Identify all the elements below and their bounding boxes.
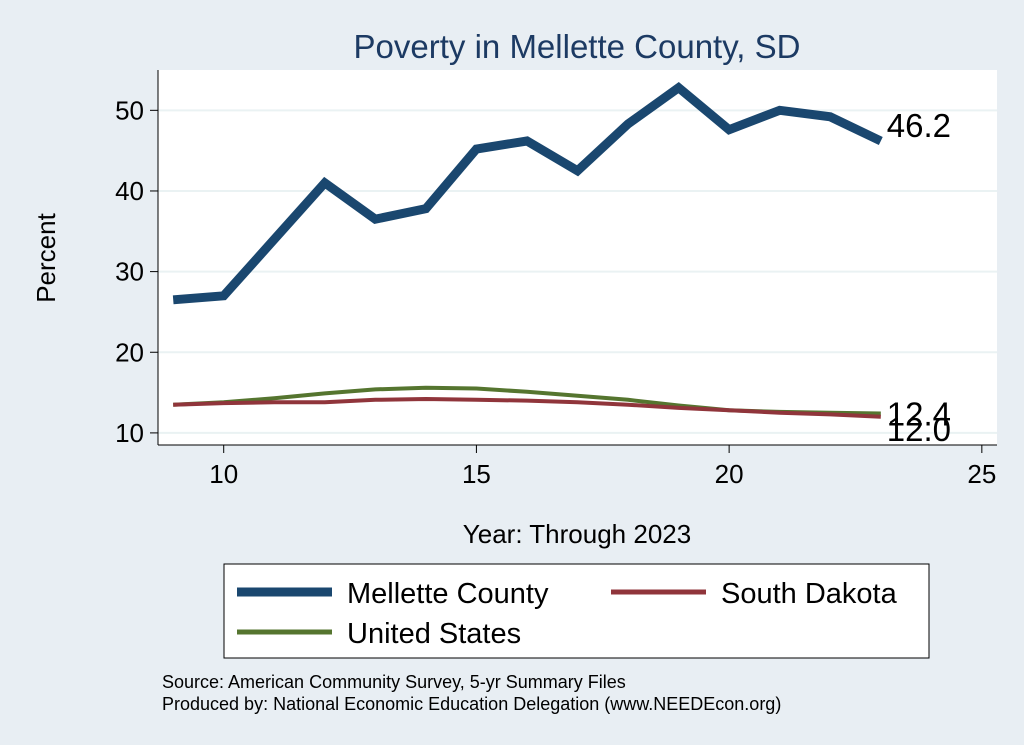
legend-label-mellette-county: Mellette County [347, 578, 549, 610]
x-tick-label-10: 10 [209, 459, 238, 489]
x-axis-label: Year: Through 2023 [463, 519, 691, 549]
y-axis-label: Percent [31, 212, 61, 302]
end-label-mellette-county: 46.2 [887, 107, 951, 144]
y-tick-label-10: 10 [115, 418, 144, 448]
series-line-mellette-county [172, 82, 883, 305]
axis-ticks: 10 20 30 40 50 10 15 20 25 [115, 95, 996, 489]
produced-by-note: Produced by: National Economic Education… [162, 694, 781, 714]
legend-box [223, 563, 930, 659]
series-line-south-dakota [173, 396, 881, 419]
axes [157, 70, 997, 446]
legend: Mellette County South Dakota United Stat… [223, 563, 930, 659]
y-tick-label-30: 30 [115, 257, 144, 287]
x-tick-label-25: 25 [967, 459, 996, 489]
y-tick-label-20: 20 [115, 337, 144, 367]
end-label-united-states: 12.4 [887, 396, 951, 433]
legend-label-united-states: United States [347, 618, 521, 650]
chart-title: Poverty in Mellette County, SD [354, 28, 801, 65]
legend-label-south-dakota: South Dakota [721, 578, 898, 610]
end-labels: 46.2 12.012.4 [887, 107, 951, 448]
x-tick-label-15: 15 [462, 459, 491, 489]
end-label-south-dakota: 12.0 [887, 411, 951, 448]
y-tick-label-50: 50 [115, 95, 144, 125]
gridlines [158, 109, 997, 434]
series-lines [172, 82, 883, 419]
y-tick-label-40: 40 [115, 176, 144, 206]
plot-area [158, 70, 997, 445]
source-note: Source: American Community Survey, 5-yr … [162, 672, 626, 692]
x-tick-label-20: 20 [715, 459, 744, 489]
